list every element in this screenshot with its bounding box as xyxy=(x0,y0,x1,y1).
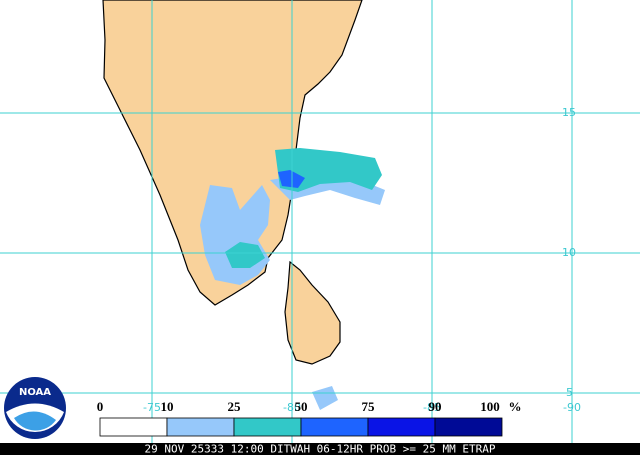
lon-label: -90 xyxy=(563,401,581,414)
lon-label: -85 xyxy=(423,401,441,414)
lat-label: 10 xyxy=(562,246,576,259)
lat-label: 15 xyxy=(562,106,576,119)
legend-label: 90 xyxy=(429,399,442,414)
legend-swatch xyxy=(300,417,369,437)
legend-swatch xyxy=(434,417,503,437)
noaa-logo: NOAA xyxy=(4,377,66,439)
legend-unit: % xyxy=(509,399,522,414)
legend-label: 100 xyxy=(480,399,500,414)
rain-areas xyxy=(200,148,385,410)
footer-bar xyxy=(0,443,640,455)
legend: 0 10 25 50 75 90 100 xyxy=(97,399,503,437)
lon-label: -75 xyxy=(143,401,161,414)
legend-label: 10 xyxy=(161,399,174,414)
legend-swatch xyxy=(166,417,235,437)
legend-swatch xyxy=(233,417,302,437)
lon-label: -80 xyxy=(283,401,301,414)
legend-swatch xyxy=(99,417,168,437)
legend-label: 50 xyxy=(295,399,308,414)
legend-swatch xyxy=(367,417,436,437)
footer-text: 29 NOV 25333 12:00 DITWAH 06-12HR PROB >… xyxy=(145,443,496,455)
legend-label: 25 xyxy=(228,399,242,414)
graticule xyxy=(0,0,640,443)
legend-label: 0 xyxy=(97,399,104,414)
india-land xyxy=(102,0,363,306)
lat-label: 5 xyxy=(566,386,573,399)
logo-text: NOAA xyxy=(19,387,51,398)
sri-lanka-land xyxy=(284,260,341,365)
legend-label: 75 xyxy=(362,399,376,414)
